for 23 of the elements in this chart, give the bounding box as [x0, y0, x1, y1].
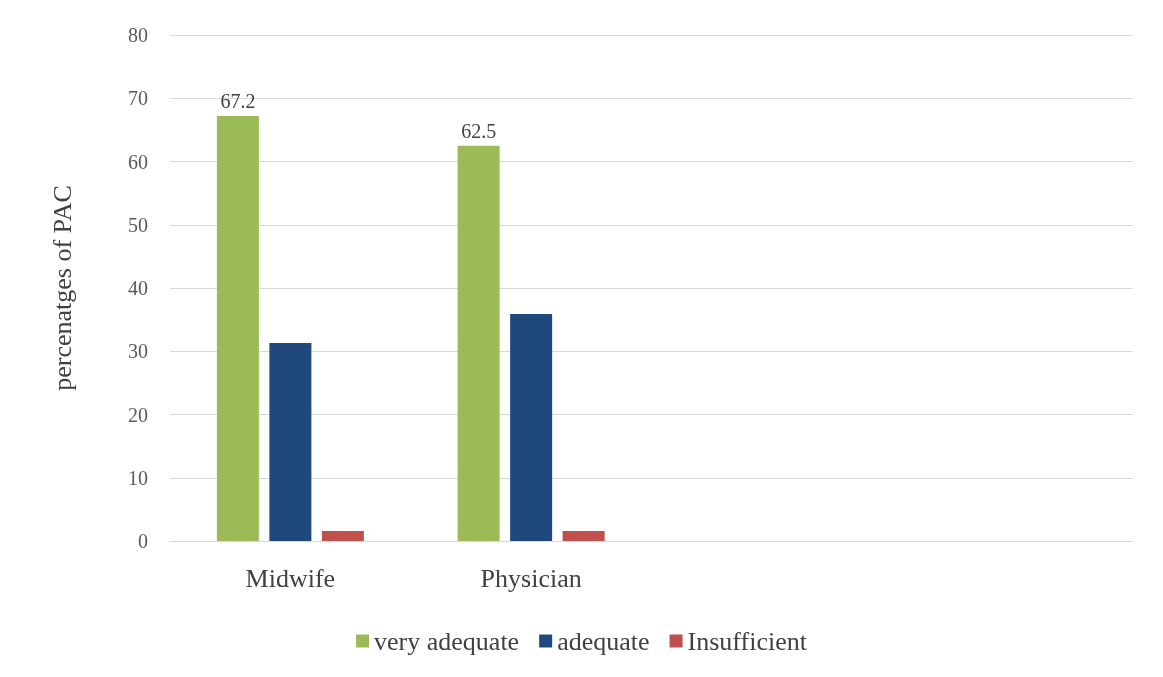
y-tick-label: 20 — [128, 403, 148, 426]
bar — [510, 313, 553, 541]
y-tick-label: 10 — [128, 466, 148, 489]
y-axis-title: percenatges of PAC — [47, 185, 77, 391]
legend-label: adequate — [557, 626, 650, 656]
bar — [216, 115, 259, 541]
x-tick-label: Midwife — [245, 563, 336, 593]
data-label: 67.2 — [220, 89, 256, 112]
data-label: 62.5 — [461, 119, 497, 142]
y-tick-label: 40 — [128, 277, 148, 299]
x-tick-label: Physician — [480, 563, 582, 593]
bar — [321, 530, 364, 541]
y-tick-label: 30 — [128, 340, 148, 363]
bar — [269, 343, 312, 541]
y-tick-label: 50 — [128, 213, 148, 236]
legend-label: very adequate — [374, 626, 520, 656]
bar — [562, 530, 605, 541]
legend-label: Insufficient — [687, 626, 808, 656]
y-tick-label: 60 — [128, 150, 148, 173]
y-tick-label: 70 — [128, 87, 148, 110]
y-tick-label: 0 — [138, 530, 148, 552]
y-tick-label: 80 — [128, 24, 148, 46]
bar — [457, 145, 500, 541]
